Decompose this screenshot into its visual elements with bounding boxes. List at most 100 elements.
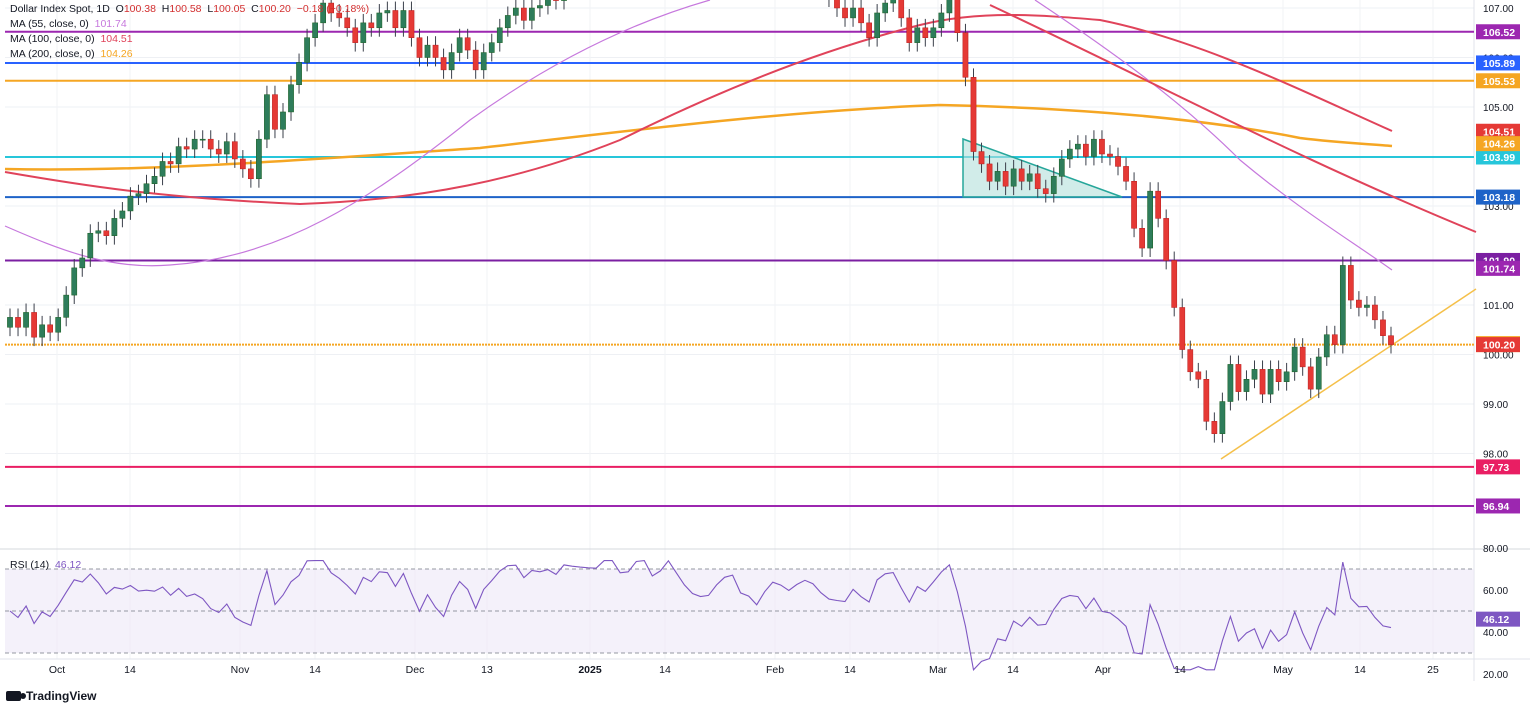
candle-body (480, 52, 487, 71)
candle-body (127, 195, 134, 212)
candle-147 (1187, 340, 1194, 381)
x-tick-8: Feb (766, 664, 784, 676)
candle-body (464, 37, 471, 51)
candle-body (1235, 364, 1242, 392)
candle-14 (119, 202, 126, 228)
y-tick-8: 98.00 (1483, 450, 1508, 461)
candle-body (1339, 265, 1346, 345)
tradingview-logo[interactable]: TradingView (6, 689, 96, 703)
candle-body (288, 84, 294, 113)
candle-51 (416, 28, 423, 67)
y-tick-4: 103.00 (1483, 202, 1514, 213)
candle-body (834, 0, 840, 9)
candle-body (1219, 401, 1226, 434)
candle-body (994, 171, 1001, 182)
candle-68 (553, 0, 559, 10)
candle-body (1251, 369, 1258, 380)
y-tick-5: 101.00 (1483, 301, 1514, 312)
price-tag-text-101.74: 101.74 (1483, 263, 1515, 275)
candle-111 (898, 0, 905, 27)
candle-body (1139, 228, 1145, 249)
candle-67 (545, 0, 551, 15)
candle-body (1331, 334, 1338, 345)
candle-59 (480, 43, 487, 79)
candle-body (1042, 188, 1049, 194)
x-tick-16: 25 (1427, 664, 1439, 676)
candle-31 (256, 130, 262, 188)
candle-47 (384, 1, 391, 22)
candle-body (95, 230, 102, 234)
price-tag-106.52 (1476, 24, 1520, 40)
candle-18 (151, 167, 158, 193)
price-tag-105.89 (1476, 55, 1520, 71)
candle-body (320, 2, 326, 24)
candle-170 (1372, 296, 1378, 329)
price-tag-104.51 (1476, 123, 1520, 139)
candle-1 (15, 308, 21, 337)
candle-body (1147, 190, 1153, 249)
x-tick-6: 2025 (578, 664, 602, 676)
candle-body (906, 17, 913, 43)
price-tag-text-105.53: 105.53 (1483, 76, 1515, 88)
candle-body (970, 77, 977, 152)
candle-body (504, 15, 511, 29)
candle-body (1099, 138, 1105, 155)
candle-122 (986, 155, 993, 191)
horizontal-levels (5, 30, 1474, 507)
candle-8 (71, 258, 78, 305)
candle-162 (1307, 357, 1314, 399)
candle-body (175, 146, 182, 165)
candle-body (352, 27, 359, 43)
candle-body (978, 151, 985, 165)
candle-49 (400, 1, 407, 37)
candle-body (448, 52, 455, 71)
candle-body (496, 27, 503, 43)
candle-113 (914, 18, 921, 52)
candle-body (1356, 299, 1362, 308)
candle-53 (432, 36, 439, 67)
symbol-row: Dollar Index Spot, 1D O100.38 H100.58 L1… (10, 2, 369, 17)
price-tag-text-100.20: 100.20 (1483, 340, 1515, 352)
candle-172 (1388, 326, 1394, 354)
candle-body (1227, 364, 1234, 402)
candle-115 (930, 18, 937, 47)
candle-17 (143, 174, 150, 203)
candle-56 (456, 28, 463, 62)
candle-body (7, 317, 13, 328)
candle-171 (1380, 310, 1386, 345)
candle-body (167, 161, 174, 165)
x-tick-9: 14 (844, 664, 856, 676)
candle-48 (392, 1, 399, 37)
candle-body (1179, 307, 1186, 350)
candle-body (408, 10, 415, 38)
price-tag-text-105.89: 105.89 (1483, 58, 1515, 70)
candle-body (1107, 153, 1113, 157)
candle-50 (408, 1, 415, 47)
candle-161 (1299, 338, 1306, 376)
candle-20 (167, 152, 174, 173)
candle-body (376, 12, 383, 29)
rsi-line (9, 559, 1392, 671)
candle-body (1291, 346, 1298, 373)
rsi-panel (5, 559, 1474, 671)
candle-107 (866, 13, 872, 47)
candle-body (272, 94, 278, 130)
candle-0 (7, 308, 13, 337)
candle-109 (882, 0, 889, 22)
candle-body (882, 2, 889, 14)
candle-103 (834, 0, 840, 17)
candle-body (858, 7, 864, 24)
candle-body (71, 267, 78, 296)
moving-averages (4, 0, 1477, 271)
candle-52 (424, 36, 431, 67)
candle-26 (215, 140, 222, 163)
candle-139 (1123, 157, 1129, 191)
candle-7 (63, 286, 70, 327)
candle-153 (1235, 355, 1242, 401)
y-tick-2: 105.00 (1483, 103, 1514, 114)
candle-167 (1348, 256, 1354, 309)
candle-5 (47, 315, 53, 342)
price-tag-103.99 (1476, 149, 1520, 165)
candle-62 (504, 6, 511, 37)
